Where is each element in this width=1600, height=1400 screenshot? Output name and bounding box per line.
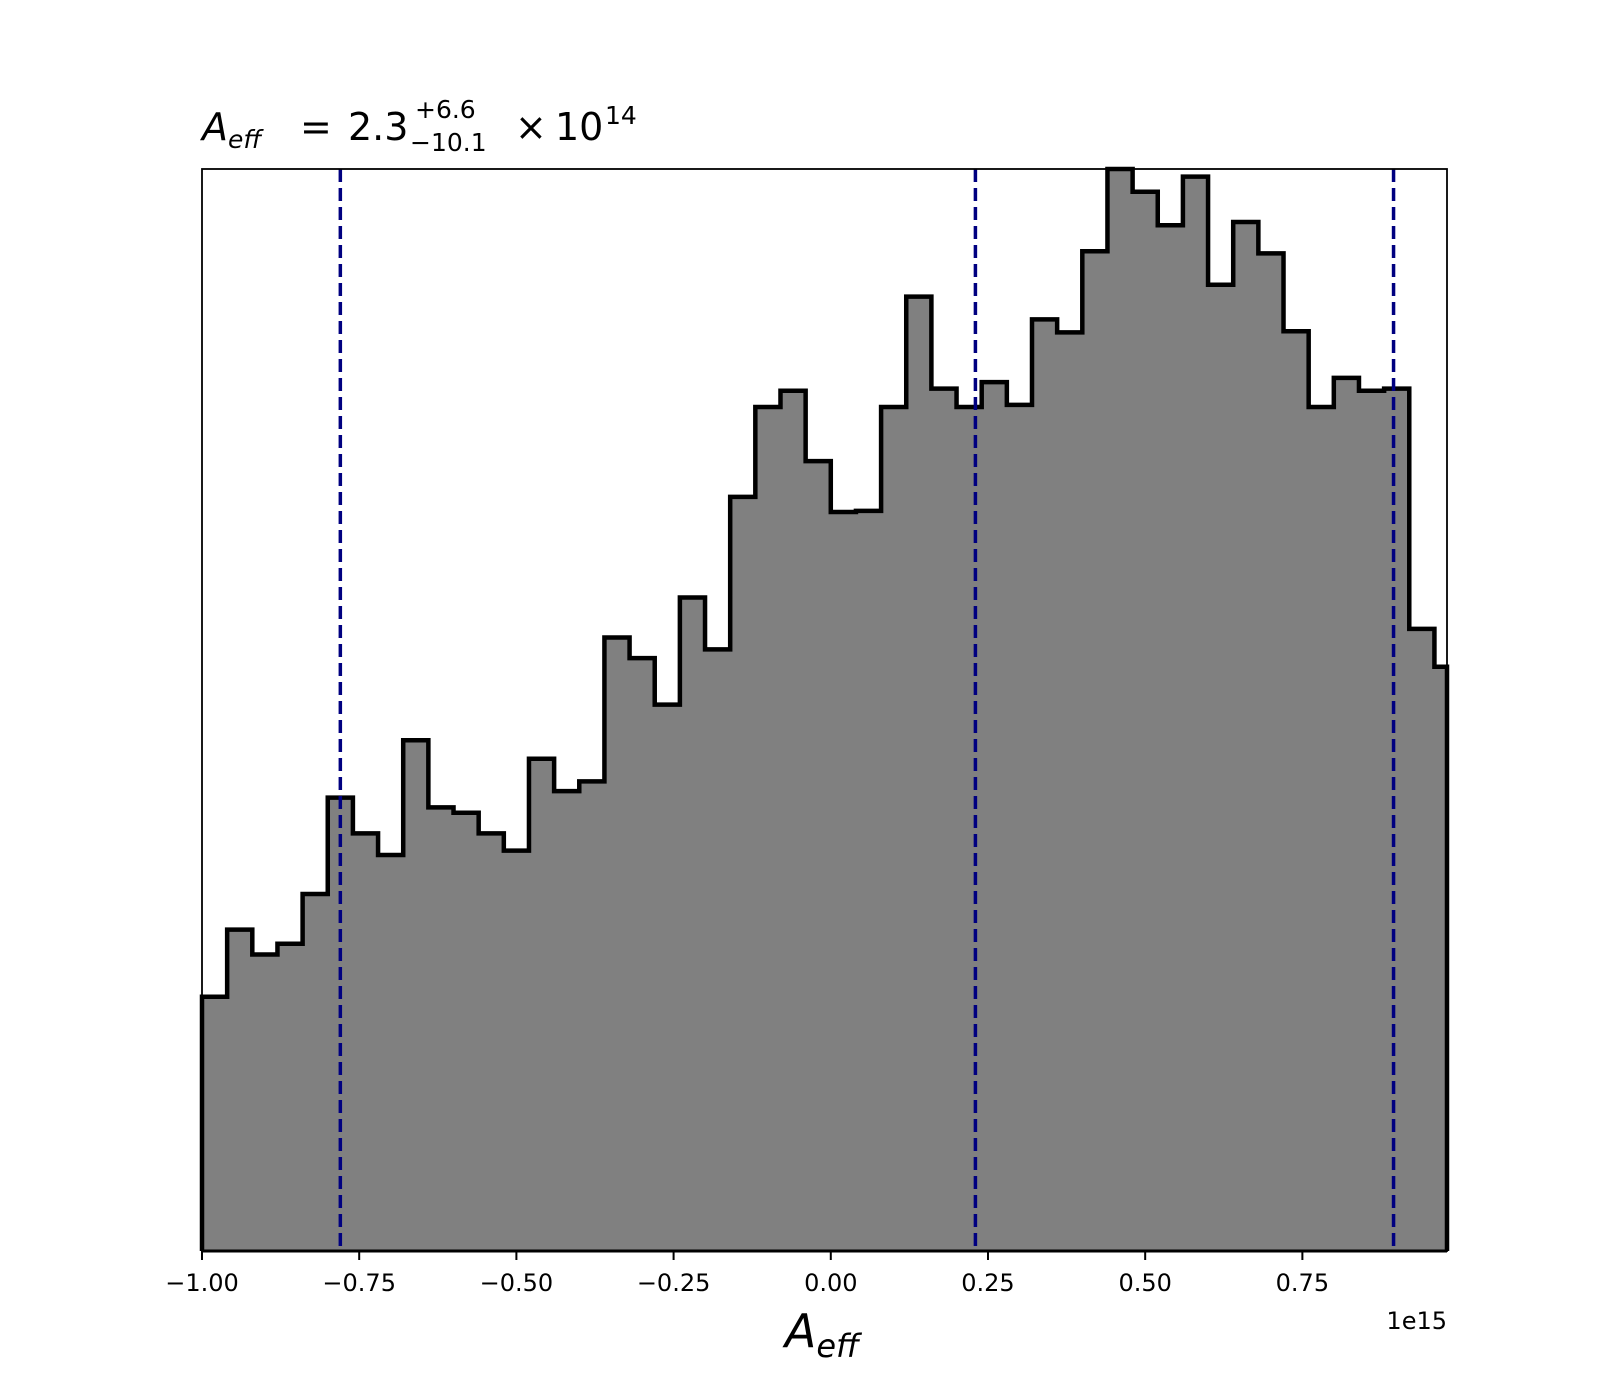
histogram-bar — [730, 496, 756, 1251]
x-offset-text: 1e15 — [1386, 1307, 1447, 1335]
histogram-bar — [528, 758, 555, 1251]
title-upper: +6.6 — [415, 95, 476, 124]
x-axis-label-subscript: eff — [816, 1327, 863, 1365]
histogram-bar — [1132, 191, 1159, 1251]
x-tick-label: 0.50 — [1118, 1269, 1171, 1297]
histogram-bar — [931, 388, 958, 1251]
histogram-bar — [478, 833, 505, 1251]
histogram-bar — [1434, 666, 1448, 1251]
histogram-bar — [1057, 332, 1083, 1252]
title-symbol: A — [199, 105, 228, 149]
histogram-bar — [1358, 390, 1385, 1251]
histogram-bar — [227, 929, 253, 1251]
histogram-bar — [981, 382, 1008, 1251]
histogram-bar — [403, 740, 429, 1251]
histogram-bar — [805, 461, 832, 1251]
x-axis-label-symbol: A — [782, 1304, 816, 1358]
histogram-bar — [830, 511, 857, 1251]
histogram-bar — [352, 833, 379, 1251]
title-lower: −10.1 — [410, 128, 487, 157]
x-tick-label: −0.25 — [637, 1269, 711, 1297]
histogram-bar — [855, 510, 882, 1251]
histogram-bar — [378, 854, 404, 1251]
histogram-bar — [302, 893, 329, 1251]
histogram-bar — [654, 704, 681, 1251]
chart-title: Aeff = 2.3 +6.6 −10.1 × 1014 — [199, 95, 637, 157]
title-times: × — [515, 105, 547, 149]
x-axis-label: Aeff — [782, 1304, 863, 1365]
title-base: 10 — [555, 105, 603, 149]
histogram-bar — [1107, 169, 1134, 1251]
histogram-bar — [252, 954, 279, 1251]
x-tick-label: −0.75 — [322, 1269, 396, 1297]
x-tick-label: 0.75 — [1276, 1269, 1329, 1297]
title-symbol-subscript: eff — [228, 125, 264, 154]
histogram-bar — [629, 658, 656, 1251]
histogram-bar — [956, 407, 983, 1251]
histogram-bar — [679, 597, 706, 1251]
histogram-bar — [906, 296, 932, 1251]
histogram-bar — [1157, 225, 1184, 1251]
histogram-bar — [604, 637, 631, 1251]
title-value: 2.3 — [348, 105, 408, 149]
x-tick-label: 0.00 — [804, 1269, 857, 1297]
histogram-bar — [202, 996, 228, 1251]
histogram-bar — [1333, 377, 1360, 1251]
title-equals: = — [300, 105, 332, 149]
histogram-bar — [1283, 331, 1310, 1251]
histogram-bar — [755, 407, 782, 1251]
histogram-bar — [1384, 388, 1410, 1251]
histogram-bar — [1006, 404, 1033, 1252]
title-exponent: 14 — [605, 101, 637, 130]
x-axis-ticks: −1.00 −0.75 −0.50 −0.25 0.00 0.25 0.50 0.75 — [165, 1251, 1329, 1297]
histogram-bar — [780, 390, 807, 1251]
histogram-bar — [503, 850, 530, 1251]
histogram-bar — [277, 943, 304, 1251]
histogram-bar — [1308, 407, 1335, 1251]
histogram-outline — [199, 166, 1450, 1251]
histogram-bar — [579, 781, 606, 1251]
histogram-bar — [881, 407, 907, 1251]
histogram-bar — [453, 812, 480, 1251]
x-tick-label: −1.00 — [165, 1269, 239, 1297]
histogram-bar — [705, 649, 731, 1251]
histogram-bar — [1409, 628, 1436, 1251]
x-tick-label: −0.50 — [480, 1269, 554, 1297]
histogram-bar — [1233, 222, 1259, 1251]
histogram-bar — [1258, 253, 1285, 1251]
histogram-bars — [202, 169, 1448, 1252]
histogram-bar — [1082, 251, 1109, 1251]
x-tick-label: 0.25 — [961, 1269, 1014, 1297]
credible-interval-lines — [338, 169, 1396, 1251]
histogram-bar — [554, 791, 580, 1251]
histogram-bar — [428, 807, 455, 1251]
histogram-bar — [1182, 176, 1209, 1252]
histogram-bar — [1208, 284, 1234, 1251]
histogram-bar — [1032, 319, 1058, 1251]
